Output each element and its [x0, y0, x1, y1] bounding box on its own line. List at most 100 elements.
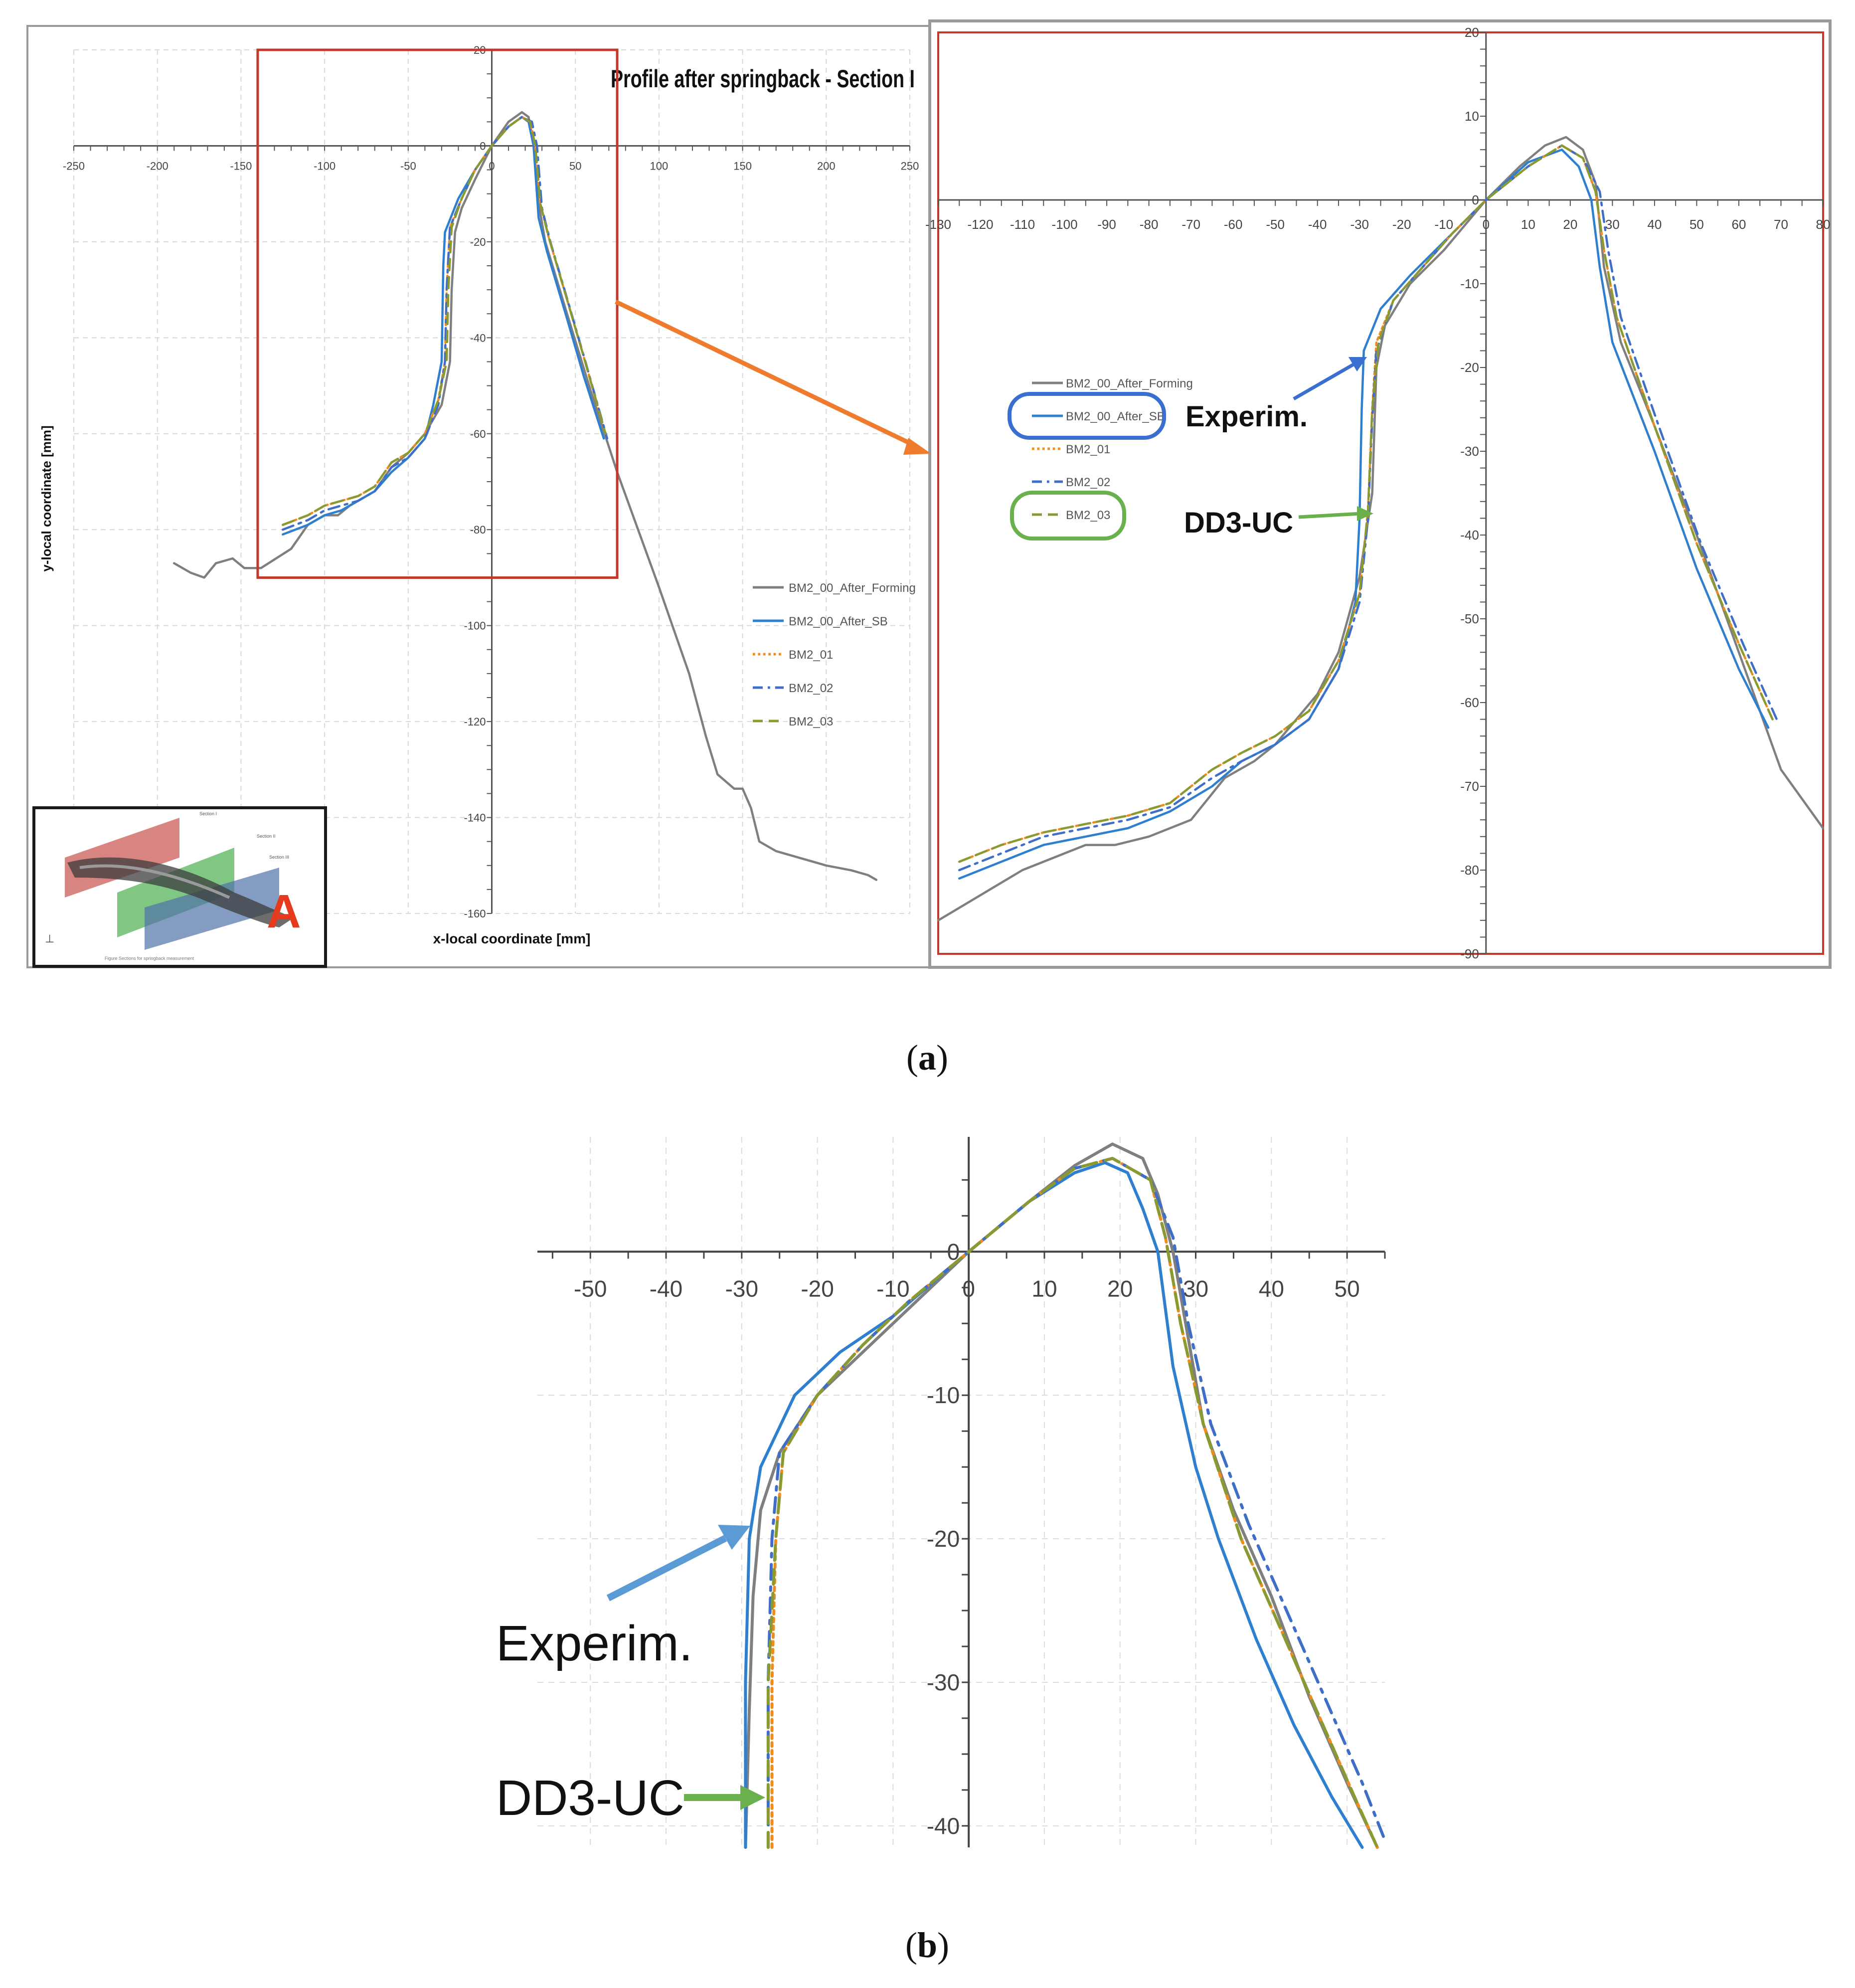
- legend-label: BM2_01: [789, 648, 833, 662]
- y-tick-label: 0: [1472, 192, 1479, 207]
- legend-label: BM2_00_After_SB: [789, 615, 888, 628]
- x-tick-label: 60: [1731, 217, 1746, 232]
- experim-arrow-shaft: [606, 1535, 727, 1602]
- x-tick-label: -30: [725, 1275, 758, 1301]
- legend-label: BM2_03: [1066, 509, 1110, 522]
- x-tick-label: -200: [147, 160, 169, 172]
- zoom-region-box: [256, 48, 619, 579]
- x-tick-label: -100: [1052, 217, 1078, 232]
- x-tick-label: -120: [968, 217, 994, 232]
- x-tick-label: 0: [489, 160, 495, 172]
- inset-part-sections: Section I Section II Section III A ⊥ Fig…: [32, 806, 327, 968]
- zoom-arrow-head: [903, 438, 931, 455]
- y-tick-label: -60: [1460, 695, 1479, 710]
- x-tick-label: 200: [817, 160, 836, 172]
- dd3uc-annotation-label: DD3-UC: [1184, 507, 1293, 539]
- b-series-bm2-01: [770, 1157, 1379, 1849]
- inset-caption: Figure Sections for springback measureme…: [105, 956, 194, 961]
- y-tick-label: -10: [1460, 276, 1479, 291]
- x-tick-label: 30: [1183, 1275, 1208, 1301]
- legend-label: BM2_02: [789, 682, 833, 695]
- experim-arrow-shaft: [1293, 361, 1357, 401]
- inset-plane-label-1: Section I: [199, 811, 217, 816]
- dd3uc-arrow-head: [740, 1785, 765, 1810]
- inset-letter: A: [267, 885, 301, 938]
- x-tick-label: 50: [1335, 1275, 1360, 1301]
- b-series-bm2-00-after-forming: [744, 1142, 1379, 1849]
- experim-annotation-label: Experim.: [1185, 400, 1308, 433]
- legend-label: BM2_01: [1066, 443, 1110, 456]
- experim-arrow-head: [1349, 357, 1367, 371]
- x-tick-label: 40: [1259, 1275, 1284, 1301]
- legend-label: BM2_00_After_Forming: [789, 581, 916, 595]
- x-tick-label: 20: [1563, 217, 1577, 232]
- y-tick-label: -40: [470, 332, 486, 344]
- x-tick-label: 10: [1031, 1275, 1057, 1301]
- x-tick-label: 10: [1521, 217, 1535, 232]
- y-tick-label: -20: [470, 236, 486, 248]
- x-tick-label: -90: [1097, 217, 1116, 232]
- x-tick-label: 0: [962, 1275, 975, 1301]
- y-tick-label: -50: [1460, 611, 1479, 626]
- y-tick-label: -10: [927, 1382, 960, 1408]
- x-tick-label: -20: [801, 1275, 834, 1301]
- y-tick-label: -40: [1460, 528, 1479, 542]
- zoom-arrow: [615, 299, 931, 455]
- y-tick-label: -160: [464, 907, 486, 920]
- a-left-series-bm2-03: [282, 116, 607, 526]
- dd3uc-legend-oval: [1010, 491, 1126, 541]
- x-tick-label: -50: [574, 1275, 607, 1301]
- x-tick-label: -10: [876, 1275, 909, 1301]
- x-tick-label: -10: [1434, 217, 1453, 232]
- section-plane-3: [145, 868, 279, 950]
- b-series-bm2-00-after-sb: [744, 1161, 1364, 1849]
- caption-a: (a): [906, 1038, 948, 1078]
- x-tick-label: -130: [925, 217, 951, 232]
- chart-title: Profile after springback - Section I: [611, 65, 915, 93]
- zoom-arrow-shaft: [615, 299, 917, 449]
- y-tick-label: -90: [1460, 946, 1479, 961]
- y-tick-label: 20: [1465, 25, 1479, 40]
- y-tick-label: -40: [927, 1813, 960, 1839]
- y-tick-label: -20: [1460, 360, 1479, 375]
- a-right-series-bm2-03: [958, 144, 1774, 863]
- x-tick-label: 20: [1107, 1275, 1133, 1301]
- chart-b: -50 -40 -30 -20 -10 0 10 20 30 40 500-10-20-30-40E…: [496, 1137, 1386, 1849]
- x-tick-label: 30: [1605, 217, 1620, 232]
- y-tick-label: -80: [470, 524, 486, 536]
- x-tick-label: 80: [1816, 217, 1831, 232]
- legend-label: BM2_02: [1066, 476, 1110, 489]
- inset-plane-label-3: Section III: [269, 855, 289, 860]
- experim-legend-oval: [1008, 392, 1166, 440]
- dd3uc-arrow-head: [1357, 506, 1373, 521]
- y-tick-label: -120: [464, 716, 486, 728]
- x-tick-label: 50: [569, 160, 581, 172]
- x-tick-label: 50: [1689, 217, 1704, 232]
- x-tick-label: -40: [650, 1275, 682, 1301]
- y-tick-label: -20: [927, 1526, 960, 1552]
- x-tick-label: 150: [733, 160, 752, 172]
- x-tick-label: -80: [1140, 217, 1159, 232]
- y-tick-label: 10: [1465, 109, 1479, 124]
- x-tick-label: 250: [901, 160, 919, 172]
- a-right-series-bm2-00-after-sb: [958, 148, 1770, 880]
- dd3uc-arrow-shaft: [1298, 512, 1361, 519]
- x-tick-label: 0: [1483, 217, 1490, 232]
- dd3uc-annotation-label: DD3-UC: [496, 1770, 684, 1826]
- experim-arrow-head: [718, 1525, 750, 1550]
- x-tick-label: 100: [650, 160, 669, 172]
- y-tick-label: -80: [1460, 863, 1479, 878]
- x-tick-label: 70: [1774, 217, 1788, 232]
- x-tick-label: -60: [1224, 217, 1243, 232]
- x-tick-label: -20: [1392, 217, 1411, 232]
- legend-label: BM2_00_After_Forming: [1066, 377, 1193, 390]
- zoom-frame: [937, 31, 1824, 955]
- caption-b: (b): [905, 1925, 949, 1965]
- b-series-bm2-03: [766, 1157, 1379, 1849]
- part-strip-highlight: [79, 864, 230, 899]
- x-tick-label: -100: [314, 160, 336, 172]
- chart-a-right: -130 -120 -110 -100 -90 -80 -70 -60 -50 -40 -30 -20…: [925, 25, 1830, 961]
- legend-label: BM2_03: [789, 715, 833, 728]
- x-tick-label: -50: [1266, 217, 1285, 232]
